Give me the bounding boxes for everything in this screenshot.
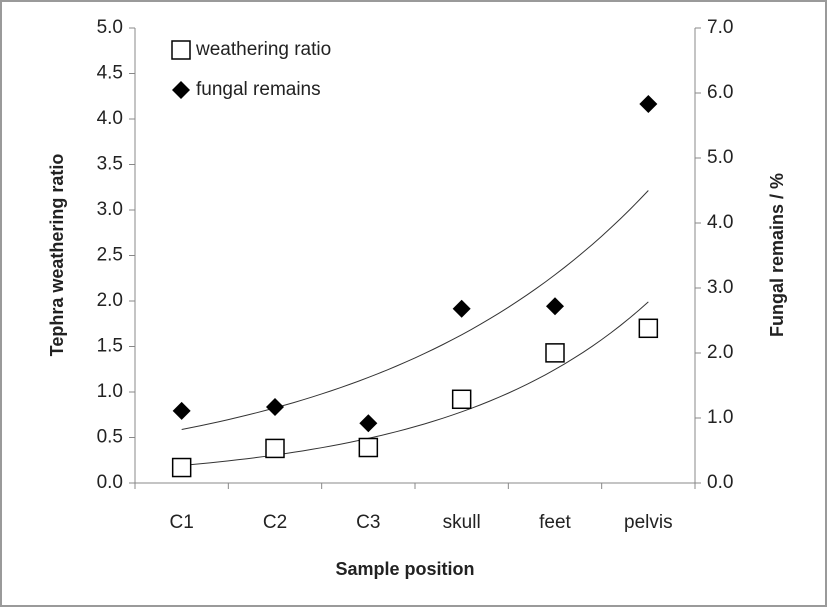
- trend-line: [181, 301, 649, 466]
- marker: [358, 437, 379, 458]
- marker: [545, 343, 565, 363]
- y-tick-label: 0.0: [97, 472, 123, 493]
- y2-tick-label: 2.0: [707, 342, 733, 363]
- marker: [546, 297, 564, 316]
- y2-tick-label: 4.0: [707, 212, 733, 233]
- marker: [265, 438, 285, 459]
- marker: [639, 95, 658, 114]
- y2-tick-label: 7.0: [707, 17, 733, 38]
- x-tick-label: C2: [263, 512, 287, 533]
- x-tick-label: skull: [443, 512, 481, 533]
- y-tick-label: 0.5: [97, 427, 123, 448]
- y-axis-title: Tephra weathering ratio: [47, 154, 67, 357]
- y-tick-label: 2.0: [97, 290, 123, 311]
- marker: [451, 389, 472, 410]
- y-tick-label: 5.0: [97, 17, 123, 38]
- legend-label: weathering ratio: [195, 39, 331, 60]
- y2-tick-label: 5.0: [707, 147, 733, 168]
- marker: [359, 414, 378, 433]
- marker: [638, 318, 659, 339]
- y2-tick-label: 0.0: [707, 472, 733, 493]
- trend-line: [181, 190, 649, 431]
- x-axis-title: Sample position: [335, 559, 474, 579]
- y-tick-label: 4.5: [97, 63, 123, 84]
- y-tick-label: 2.5: [97, 245, 123, 266]
- y2-axis-title: Fungal remains / %: [767, 173, 787, 337]
- y-tick-label: 1.0: [97, 381, 123, 402]
- x-tick-label: C1: [170, 512, 194, 533]
- y-tick-label: 3.0: [97, 199, 123, 220]
- marker: [452, 299, 471, 318]
- marker: [266, 397, 284, 416]
- x-tick-label: C3: [356, 512, 380, 533]
- y2-tick-label: 6.0: [707, 82, 733, 103]
- x-tick-label: pelvis: [624, 512, 673, 533]
- legend-label: fungal remains: [196, 79, 321, 100]
- marker: [171, 40, 191, 60]
- marker: [171, 457, 192, 478]
- y2-tick-label: 1.0: [707, 407, 733, 428]
- y-tick-label: 4.0: [97, 108, 123, 129]
- y2-tick-label: 3.0: [707, 277, 733, 298]
- y-tick-label: 1.5: [97, 336, 123, 357]
- marker: [172, 81, 190, 99]
- y-tick-label: 3.5: [97, 154, 123, 175]
- marker: [172, 401, 191, 420]
- x-tick-label: feet: [539, 512, 571, 533]
